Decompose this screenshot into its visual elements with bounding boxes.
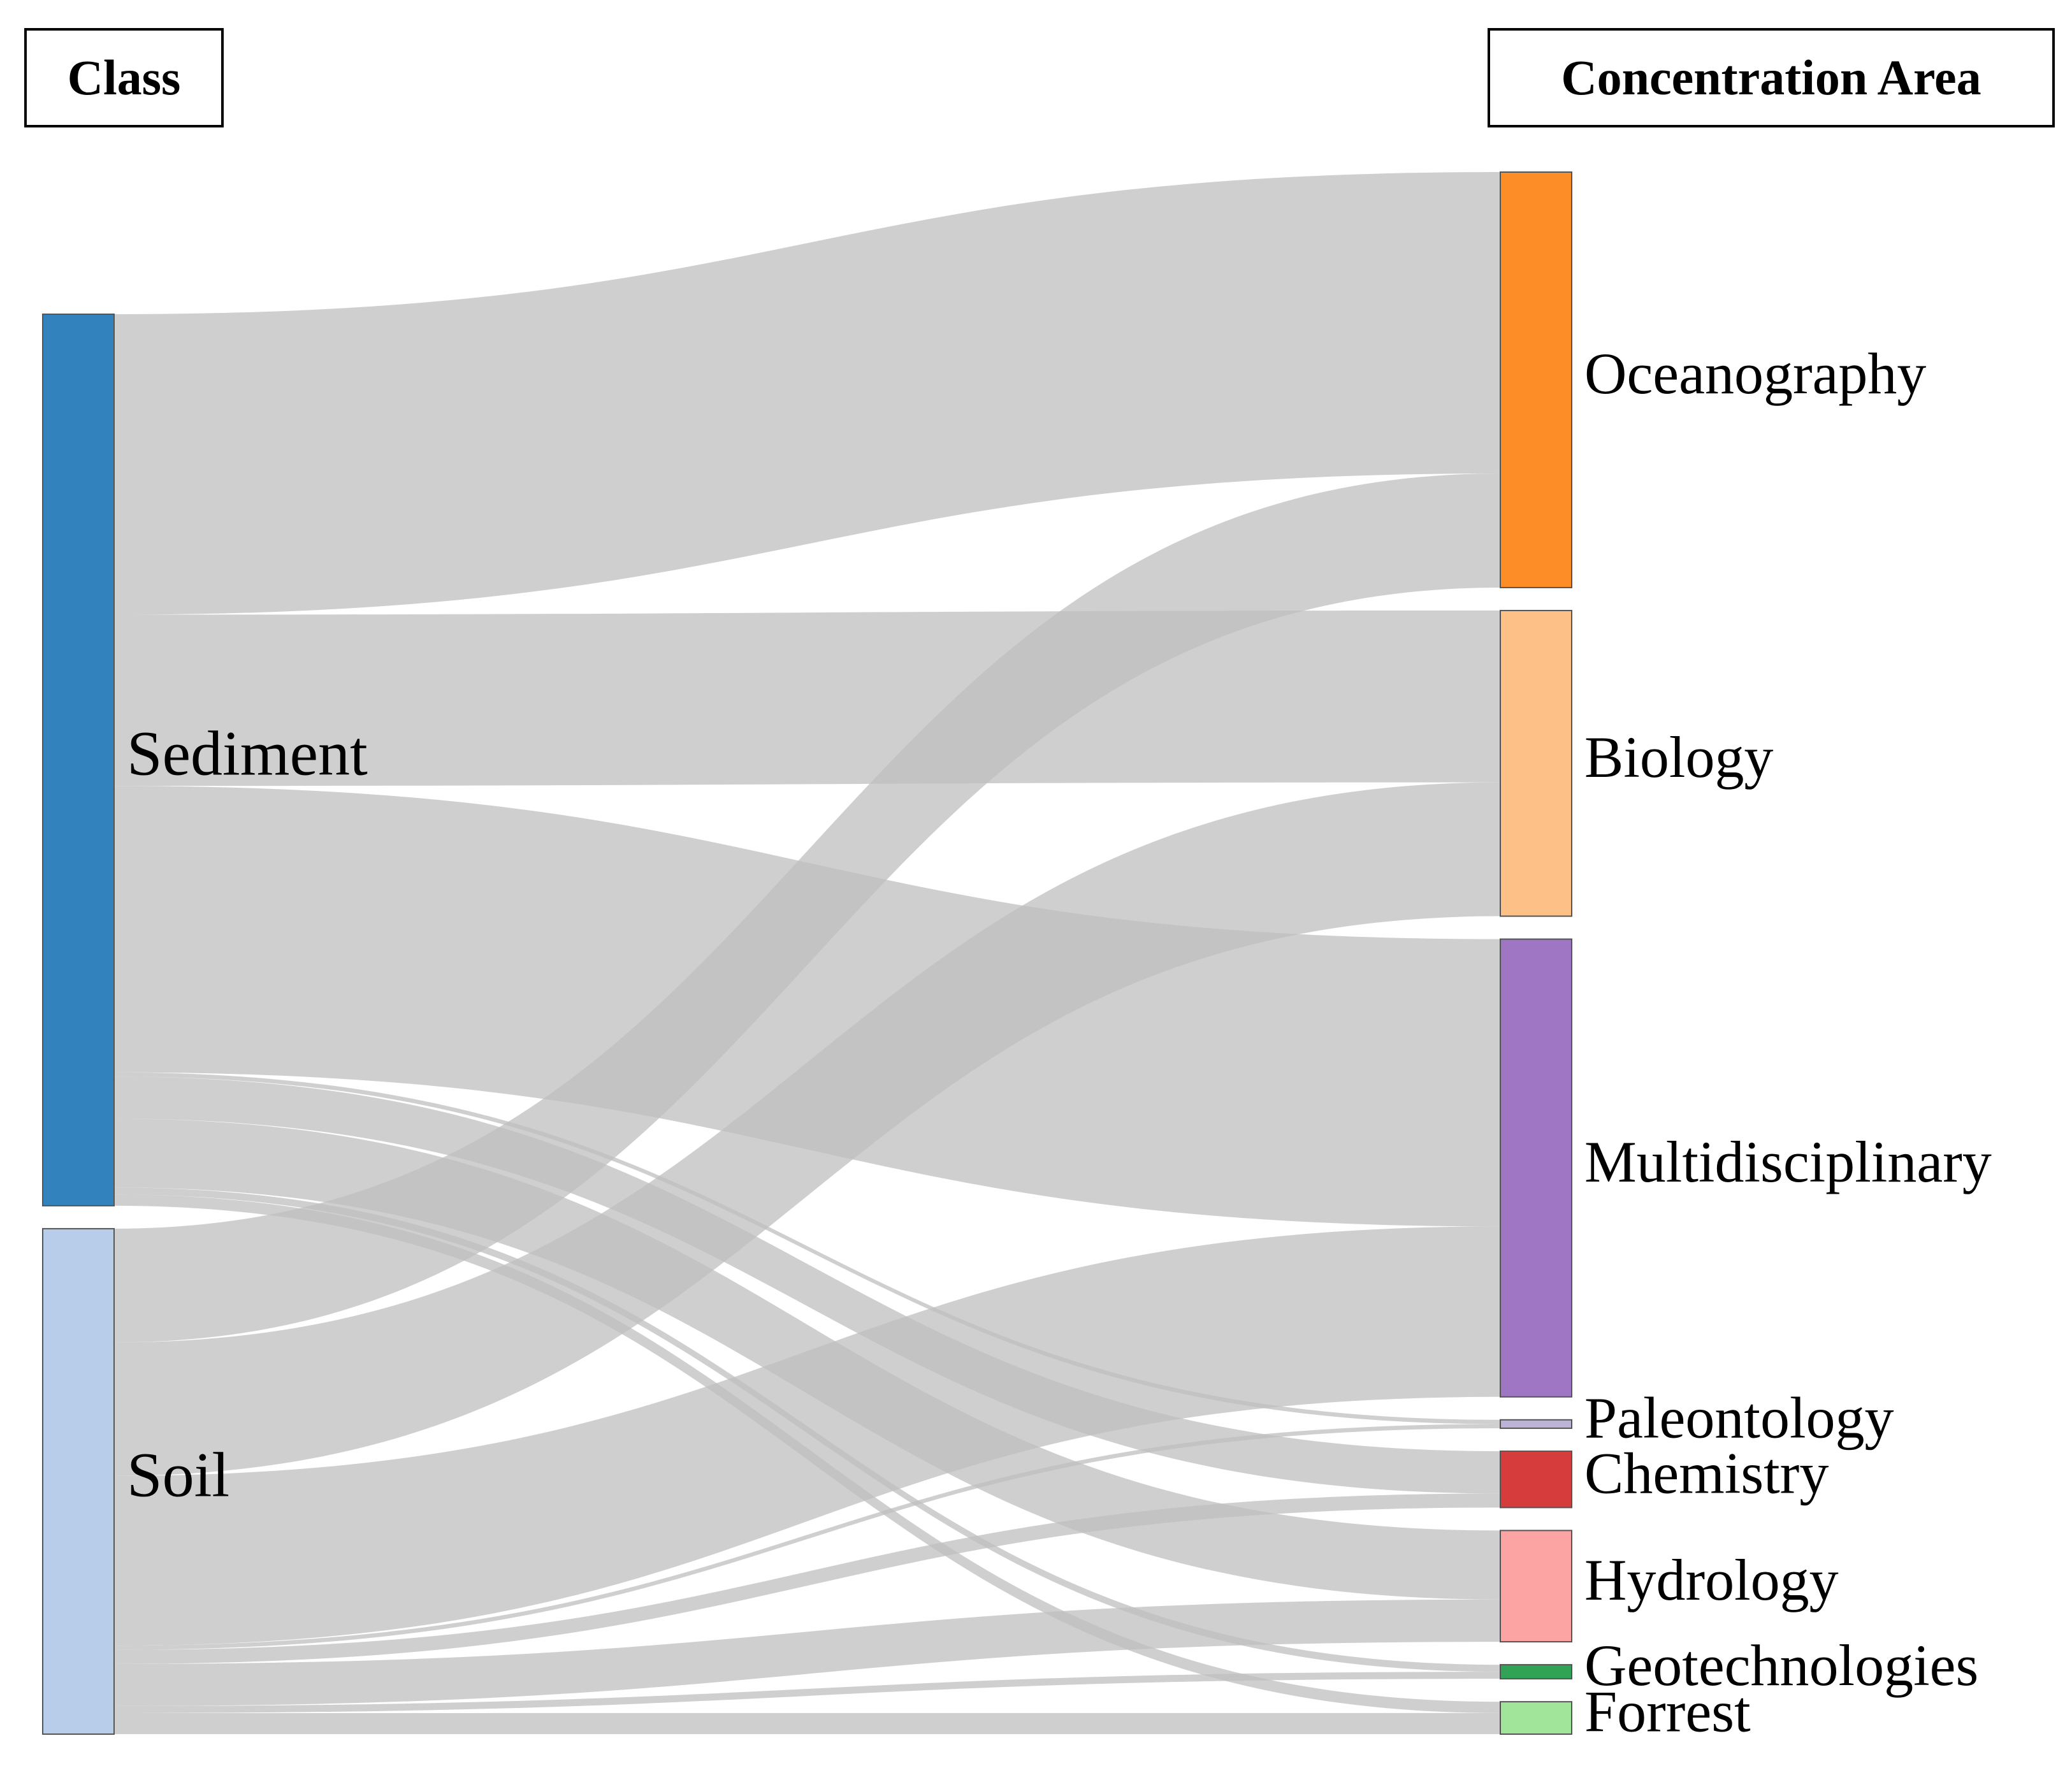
- label-soil: Soil: [127, 1439, 229, 1510]
- node-geotechnologies: [1500, 1664, 1572, 1680]
- node-sediment: [42, 314, 115, 1206]
- sankey-links: [114, 172, 1500, 1734]
- link-soil-to-chemistry: [114, 1493, 1500, 1664]
- node-biology: [1500, 609, 1572, 917]
- link-soil-to-geotechnologies: [114, 1672, 1500, 1713]
- link-soil-to-oceanography: [114, 473, 1500, 1343]
- link-soil-to-multidisciplinary: [114, 1226, 1500, 1646]
- class-header: Class: [24, 28, 224, 127]
- link-soil-to-forrest: [114, 1712, 1500, 1734]
- label-paleontology: Paleontology: [1584, 1386, 1894, 1451]
- link-soil-to-paleontology: [114, 1424, 1500, 1650]
- label-biology: Biology: [1584, 725, 1773, 790]
- node-chemistry: [1500, 1451, 1572, 1509]
- sankey-labels: Sediment Soil Oceanography Biology Multidisc…: [127, 341, 1992, 1744]
- sankey-nodes: [42, 171, 1572, 1735]
- link-sediment-to-oceanography: [114, 172, 1500, 615]
- label-geotechnologies: Geotechnologies: [1584, 1633, 1978, 1698]
- link-soil-to-hydrology: [114, 1599, 1500, 1706]
- label-multidisciplinary: Multidisciplinary: [1584, 1129, 1992, 1194]
- node-multidisciplinary: [1500, 938, 1572, 1398]
- node-hydrology: [1500, 1530, 1572, 1643]
- label-sediment: Sediment: [127, 718, 368, 788]
- label-hydrology: Hydrology: [1584, 1547, 1839, 1612]
- label-forrest: Forrest: [1584, 1679, 1751, 1744]
- node-oceanography: [1500, 171, 1572, 588]
- node-forrest: [1500, 1701, 1572, 1735]
- link-soil-to-biology: [114, 782, 1500, 1476]
- link-sediment-to-paleontology: [114, 1072, 1500, 1424]
- link-sediment-to-multidisciplinary: [114, 786, 1500, 1227]
- link-sediment-to-chemistry: [114, 1076, 1500, 1494]
- concentration-area-header: Concentration Area: [1488, 28, 2055, 127]
- node-paleontology: [1500, 1419, 1572, 1429]
- node-soil: [42, 1227, 115, 1735]
- label-oceanography: Oceanography: [1584, 341, 1926, 406]
- label-chemistry: Chemistry: [1584, 1440, 1829, 1505]
